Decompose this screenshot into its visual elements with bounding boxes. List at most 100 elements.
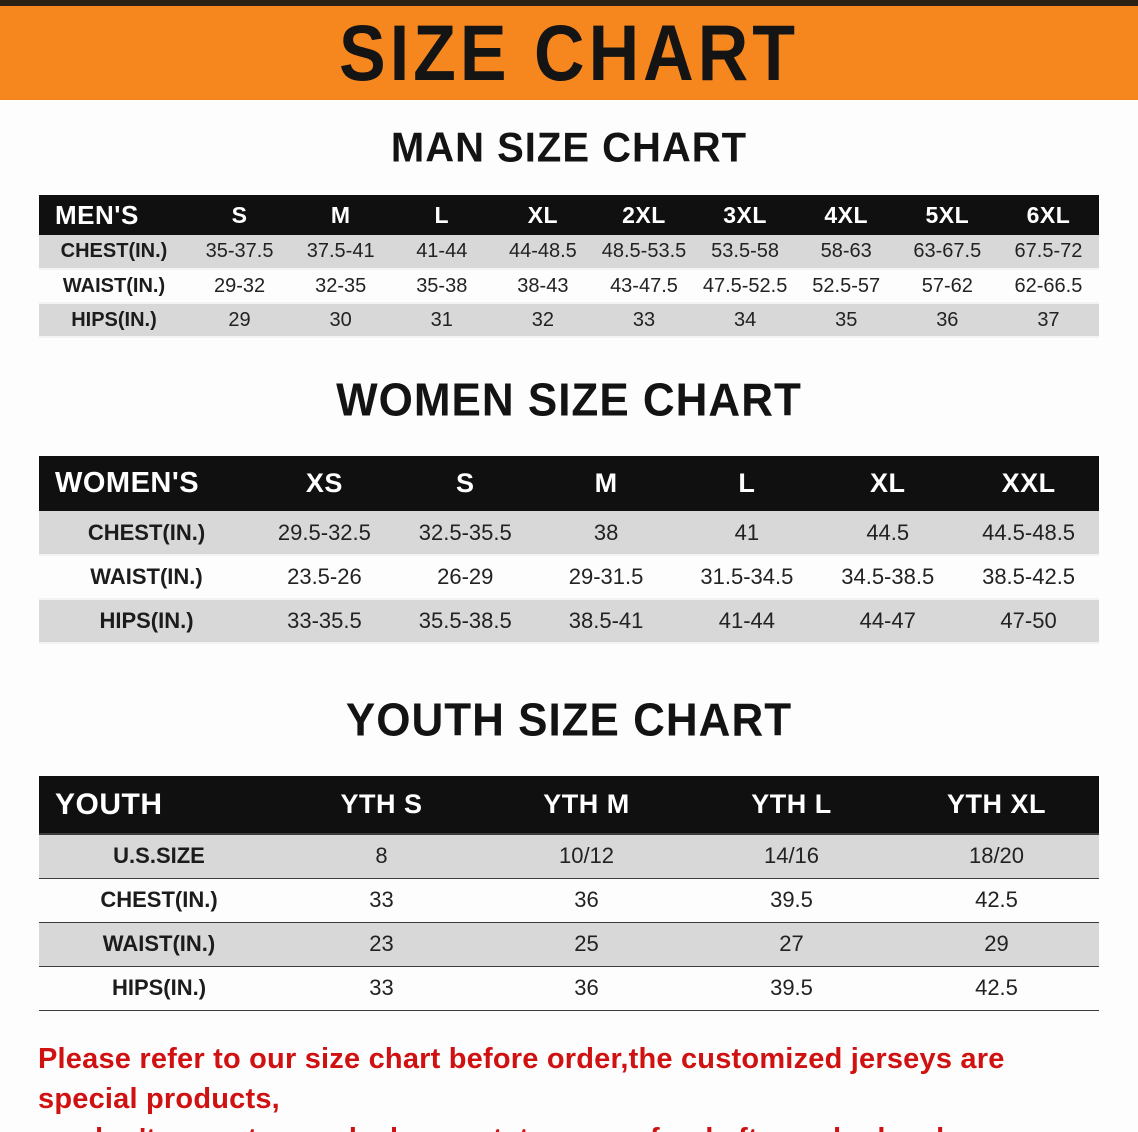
size-header-cell: YTH S — [279, 776, 484, 834]
measurement-value-cell: 52.5-57 — [812, 274, 881, 297]
measurement-value-cell: 29 — [984, 931, 1009, 956]
measurement-label-cell: U.S.SIZE — [113, 843, 205, 869]
size-header-cell: M — [535, 456, 677, 511]
measurement-label-cell: WAIST(IN.) — [102, 931, 216, 956]
measurement-value-cell: 35-37.5 — [205, 240, 274, 262]
measurement-value-cell: 29 — [228, 308, 251, 331]
measurement-value-cell: 34 — [733, 308, 757, 331]
table-title-cell: MEN'S — [39, 195, 189, 235]
measurement-value-cell: 41-44 — [718, 608, 776, 633]
measurement-label-cell: WAIST(IN.) — [62, 274, 166, 297]
measurement-value-cell: 36 — [936, 308, 959, 331]
table-row: CHEST(IN.) 29.5-32.5 32.5-35.5 38 41 44.5 44.5… — [39, 511, 1099, 555]
youth-size-section: YOUTH SIZE CHART YOUTH YTH S YTH M YTH L YTH… — [0, 694, 1138, 1011]
measurement-value-cell: 31 — [430, 308, 453, 331]
measurement-value-cell: 33 — [369, 975, 394, 1000]
measurement-value-cell: 14/16 — [763, 843, 820, 869]
measurement-value-cell: 42.5 — [975, 975, 1018, 1000]
measurement-value-cell: 44-48.5 — [508, 240, 577, 262]
measurement-value-cell: 30 — [329, 308, 352, 331]
women-size-table: WOMEN'S XS S M L XL XXL CHEST(IN.) 29.5-32.5 32.5… — [39, 456, 1099, 644]
measurement-value-cell: 37 — [1037, 308, 1060, 331]
table-row: WAIST(IN.) 23.5-26 26-29 29-31.5 31.5-34.5 34… — [39, 555, 1099, 599]
measurement-value-cell: 47-50 — [1000, 608, 1057, 633]
youth-size-table: YOUTH YTH S YTH M YTH L YTH XL U.S.SIZE 8 10/12… — [39, 776, 1099, 1011]
table-row: HIPS(IN.) 29 30 31 32 33 34 35 36 37 — [39, 303, 1099, 337]
measurement-label-cell: HIPS(IN.) — [99, 608, 194, 633]
measurement-value-cell: 63-67.5 — [913, 240, 982, 262]
size-header-cell: YTH XL — [894, 776, 1099, 834]
size-header-cell: L — [391, 195, 493, 235]
measurement-value-cell: 44.5 — [866, 519, 910, 545]
size-header-cell: 6XL — [997, 195, 1099, 235]
disclaimer-line-2: we don't accept cancel, change, teturn o… — [38, 1119, 1100, 1132]
measurement-value-cell: 10/12 — [558, 843, 615, 869]
measurement-label-cell: HIPS(IN.) — [71, 308, 157, 331]
youth-section-heading: YOUTH SIZE CHART — [345, 694, 793, 747]
measurement-value-cell: 26-29 — [437, 564, 494, 589]
table-row: HIPS(IN.) 33 36 39.5 42.5 — [39, 966, 1099, 1010]
measurement-value-cell: 32 — [531, 308, 554, 331]
size-header-cell: YTH L — [689, 776, 894, 834]
measurement-value-cell: 31.5-34.5 — [700, 564, 794, 589]
size-header-cell: XL — [492, 195, 594, 235]
men-size-section: MAN SIZE CHART MEN'S S M L XL 2XL 3XL 4XL 5XL 6XL… — [0, 124, 1138, 338]
measurement-value-cell: 33 — [632, 308, 656, 331]
measurement-value-cell: 33-35.5 — [287, 608, 362, 633]
size-header-cell: XL — [817, 456, 959, 511]
size-header-cell: XS — [254, 456, 395, 511]
measurement-value-cell: 42.5 — [975, 887, 1018, 912]
table-header-row: WOMEN'S XS S M L XL XXL — [39, 456, 1099, 511]
measurement-value-cell: 44-47 — [859, 608, 916, 633]
measurement-value-cell: 37.5-41 — [306, 240, 375, 262]
measurement-value-cell: 38.5-41 — [568, 608, 644, 633]
table-row: WAIST(IN.) 23 25 27 29 — [39, 922, 1099, 966]
measurement-label-cell: WAIST(IN.) — [90, 564, 203, 589]
measurement-value-cell: 35.5-38.5 — [418, 608, 512, 633]
size-header-cell: L — [676, 456, 818, 511]
measurement-value-cell: 23.5-26 — [287, 564, 362, 589]
women-size-section: WOMEN SIZE CHART WOMEN'S XS S M L XL XXL CHEST(… — [0, 375, 1138, 644]
table-row: U.S.SIZE 8 10/12 14/16 18/20 — [39, 834, 1099, 878]
measurement-value-cell: 38-43 — [517, 274, 569, 297]
measurement-value-cell: 32-35 — [315, 274, 367, 297]
measurement-label-cell: CHEST(IN.) — [100, 887, 218, 912]
size-header-cell: XXL — [958, 456, 1099, 511]
measurement-value-cell: 35-38 — [416, 274, 468, 297]
measurement-value-cell: 32.5-35.5 — [418, 519, 512, 545]
measurement-value-cell: 29-32 — [213, 274, 266, 297]
table-header-row: MEN'S S M L XL 2XL 3XL 4XL 5XL 6XL — [39, 195, 1099, 235]
measurement-value-cell: 36 — [574, 975, 599, 1000]
measurement-value-cell: 33 — [369, 887, 394, 912]
table-row: WAIST(IN.) 29-32 32-35 35-38 38-43 43-47.5 47.… — [39, 269, 1099, 303]
measurement-value-cell: 62-66.5 — [1014, 274, 1083, 297]
measurement-value-cell: 44.5-48.5 — [982, 519, 1076, 545]
measurement-value-cell: 18/20 — [968, 843, 1025, 869]
measurement-value-cell: 67.5-72 — [1014, 240, 1083, 262]
measurement-label-cell: HIPS(IN.) — [111, 975, 207, 1000]
measurement-value-cell: 29-31.5 — [568, 564, 644, 589]
measurement-value-cell: 29.5-32.5 — [277, 519, 371, 545]
measurement-value-cell: 23 — [369, 931, 394, 956]
men-section-heading: MAN SIZE CHART — [390, 124, 748, 172]
table-row: CHEST(IN.) 33 36 39.5 42.5 — [39, 878, 1099, 922]
size-header-cell: 5XL — [896, 195, 998, 235]
table-title-cell: WOMEN'S — [39, 456, 254, 511]
measurement-value-cell: 25 — [574, 931, 599, 956]
size-header-cell: 3XL — [694, 195, 796, 235]
measurement-value-cell: 8 — [375, 843, 388, 869]
disclaimer-line-1: Please refer to our size chart before or… — [38, 1042, 1005, 1115]
men-size-table: MEN'S S M L XL 2XL 3XL 4XL 5XL 6XL CHEST(IN.) 35-37… — [39, 195, 1099, 338]
measurement-value-cell: 35 — [835, 308, 858, 331]
measurement-value-cell: 36 — [574, 887, 599, 912]
measurement-value-cell: 38 — [593, 519, 619, 545]
measurement-value-cell: 48.5-53.5 — [601, 240, 687, 262]
size-header-cell: M — [290, 195, 392, 235]
table-header-row: YOUTH YTH S YTH M YTH L YTH XL — [39, 776, 1099, 834]
size-header-cell: S — [189, 195, 291, 235]
title-banner: SIZE CHART — [0, 0, 1138, 100]
measurement-value-cell: 38.5-42.5 — [982, 564, 1076, 589]
measurement-value-cell: 58-63 — [820, 240, 872, 262]
measurement-value-cell: 27 — [779, 931, 804, 956]
